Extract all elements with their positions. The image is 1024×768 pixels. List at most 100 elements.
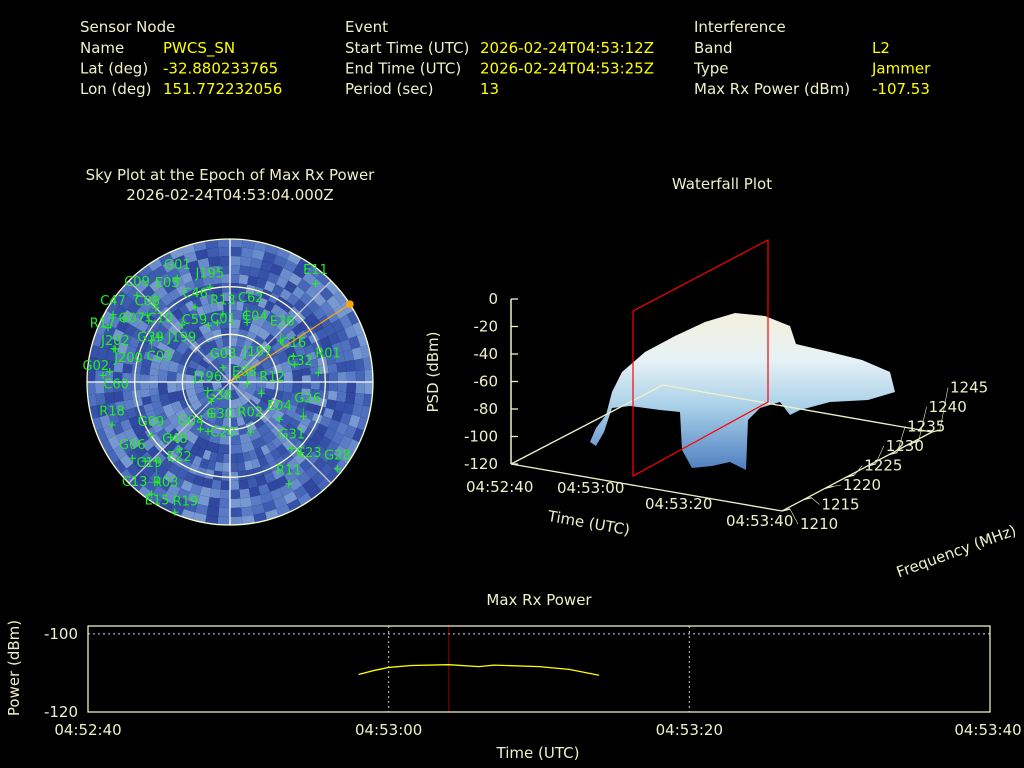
sky-cell [189, 444, 200, 456]
sky-cell [288, 477, 303, 492]
sky-cell [131, 364, 142, 375]
satellite-label: C10 [147, 312, 173, 327]
sky-cell [149, 382, 159, 390]
sky-cell [120, 440, 135, 455]
sky-cell [214, 461, 223, 472]
satellite-marker: E22 [167, 445, 192, 465]
sky-cell [251, 436, 266, 450]
elevation-ring [86, 238, 374, 526]
sky-cell [221, 389, 230, 400]
satellite-label: J196 [192, 370, 222, 385]
sky-cell [230, 435, 241, 445]
frequency-tick-label: 1225 [864, 457, 902, 475]
sky-cell [271, 409, 285, 423]
sky-cell [275, 475, 289, 489]
sky-cell [248, 343, 259, 355]
sky-cell [293, 439, 306, 453]
sky-cell [325, 354, 337, 365]
sky-cell [244, 460, 254, 471]
field-label: Name [80, 39, 124, 57]
field-value: -32.880233765 [163, 60, 278, 78]
satellite-label: G04 [178, 414, 205, 429]
satellite-plus-icon [133, 291, 141, 299]
field-value: 2026-02-24T04:53:12Z [480, 39, 654, 57]
sky-cell [167, 382, 177, 393]
sky-cell [202, 449, 212, 461]
satellite-label: G07 [118, 312, 145, 327]
sky-cell [113, 371, 123, 382]
sky-cell [215, 452, 224, 463]
sky-cell [346, 439, 361, 454]
satellite-label: J202 [100, 334, 130, 349]
sky-cell [137, 485, 153, 500]
sky-cell [189, 327, 203, 341]
satellite-plus-icon [243, 318, 251, 326]
sky-cell [301, 374, 311, 382]
satellite-label: C19 [136, 456, 162, 471]
sky-cell [183, 311, 194, 324]
sky-cell [287, 251, 302, 266]
psd-tick-label: 0 [488, 290, 498, 308]
satellite-marker: R01 [314, 347, 341, 377]
satellite-marker: C19 [136, 456, 162, 471]
sky-cell [172, 444, 184, 456]
sky-cell [230, 373, 235, 382]
sky-cell [125, 345, 137, 357]
sky-cell [331, 431, 345, 445]
sky-cell [268, 355, 281, 367]
sky-cell [207, 339, 218, 351]
sky-cell [238, 274, 249, 285]
sky-cell [115, 319, 129, 333]
sky-cell [279, 463, 292, 476]
satellite-plus-icon [204, 387, 212, 395]
sky-cell [114, 351, 126, 364]
sky-cell [326, 454, 341, 469]
satellite-marker: E11 [303, 263, 328, 288]
sky-cell [339, 435, 353, 450]
sky-cell [337, 371, 347, 382]
sky-cell [292, 369, 302, 382]
sky-cell [257, 268, 271, 281]
satellite-label: R03 [153, 475, 179, 490]
frequency-tick [846, 474, 855, 478]
sky-cell [276, 444, 288, 456]
sky-cell [172, 496, 187, 509]
sky-cell [170, 400, 184, 414]
sky-cell [214, 292, 223, 303]
sky-cell [230, 382, 235, 391]
satellite-marker: J200 [111, 345, 143, 366]
sky-cell [255, 369, 266, 378]
sky-cell [293, 485, 308, 499]
sky-cell [327, 363, 338, 374]
sky-cell [240, 506, 254, 517]
sky-cell [257, 483, 271, 496]
sky-cell [195, 447, 206, 459]
sky-cell [201, 409, 212, 421]
sky-cell [261, 394, 273, 405]
sky-cell [260, 288, 272, 301]
sky-cell [351, 403, 363, 417]
sky-cell [333, 304, 347, 319]
sky-cell [123, 427, 137, 441]
sky-cell [283, 491, 298, 505]
sky-cell [348, 335, 361, 350]
field-value: 2026-02-24T04:53:25Z [480, 60, 654, 78]
sky-cell [184, 280, 197, 293]
sky-cell [221, 377, 230, 382]
frequency-tick [781, 508, 791, 512]
frequency-tick-label: 1220 [843, 476, 881, 494]
sky-cell [167, 413, 182, 429]
sky-cell [123, 399, 135, 410]
sky-cell [323, 345, 335, 357]
sky-cell [250, 395, 262, 406]
sky-cell [206, 247, 220, 258]
sky-cell [334, 400, 346, 413]
sky-cell [221, 471, 230, 481]
satellite-marker: C13 [122, 475, 161, 490]
sky-cell [225, 373, 230, 382]
sky-cell [230, 397, 244, 409]
sky-cell [193, 277, 205, 289]
sky-cell [141, 312, 155, 326]
sky-cell [206, 293, 216, 304]
